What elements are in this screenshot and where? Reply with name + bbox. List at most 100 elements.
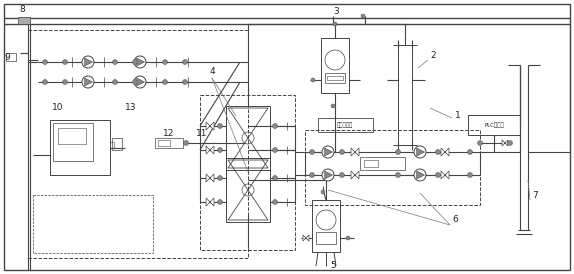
- Text: 7: 7: [532, 190, 538, 199]
- Bar: [110, 142, 114, 148]
- Polygon shape: [351, 148, 359, 156]
- Circle shape: [218, 176, 223, 181]
- Circle shape: [322, 146, 334, 158]
- Circle shape: [331, 104, 335, 108]
- Circle shape: [218, 199, 223, 204]
- Circle shape: [395, 150, 401, 155]
- Bar: [360, 157, 405, 170]
- Circle shape: [183, 79, 188, 84]
- Text: 13: 13: [125, 104, 137, 113]
- Circle shape: [507, 141, 513, 145]
- Bar: [316, 232, 336, 244]
- Circle shape: [184, 141, 188, 145]
- Circle shape: [133, 79, 138, 84]
- Polygon shape: [137, 58, 145, 66]
- Bar: [364, 160, 378, 167]
- Circle shape: [42, 59, 48, 64]
- Text: 3: 3: [333, 7, 339, 16]
- Polygon shape: [206, 174, 214, 182]
- Circle shape: [82, 76, 94, 88]
- Bar: [321, 38, 349, 93]
- Circle shape: [273, 124, 277, 129]
- Circle shape: [309, 173, 315, 178]
- Polygon shape: [351, 171, 359, 179]
- Text: 5: 5: [330, 261, 336, 270]
- Circle shape: [273, 147, 277, 153]
- Circle shape: [395, 173, 401, 178]
- Circle shape: [63, 79, 68, 84]
- Circle shape: [414, 146, 426, 158]
- Circle shape: [339, 150, 344, 155]
- Polygon shape: [417, 171, 425, 179]
- Circle shape: [339, 173, 344, 178]
- Circle shape: [311, 78, 315, 82]
- Polygon shape: [441, 171, 449, 179]
- Circle shape: [162, 79, 168, 84]
- Bar: [325, 73, 345, 83]
- Bar: [200, 95, 295, 250]
- Polygon shape: [441, 148, 449, 156]
- Text: 流量控制器: 流量控制器: [337, 122, 353, 128]
- Circle shape: [346, 236, 350, 240]
- Circle shape: [333, 22, 337, 26]
- Circle shape: [134, 76, 146, 88]
- Bar: [318, 118, 373, 132]
- Polygon shape: [417, 148, 425, 156]
- Circle shape: [273, 176, 277, 181]
- Circle shape: [414, 169, 426, 181]
- Circle shape: [42, 79, 48, 84]
- Bar: [28, 30, 248, 258]
- Text: 9: 9: [4, 53, 10, 61]
- Circle shape: [218, 124, 223, 129]
- Bar: [53, 123, 93, 161]
- Circle shape: [309, 150, 315, 155]
- Circle shape: [63, 59, 68, 64]
- Bar: [50, 120, 110, 175]
- Bar: [158, 140, 170, 146]
- Circle shape: [321, 190, 325, 194]
- Circle shape: [113, 59, 118, 64]
- Text: 12: 12: [163, 129, 174, 138]
- Bar: [226, 158, 270, 222]
- Bar: [18, 17, 30, 24]
- Polygon shape: [206, 122, 214, 130]
- Bar: [6, 53, 16, 61]
- Polygon shape: [85, 78, 92, 86]
- Bar: [312, 200, 340, 252]
- Circle shape: [113, 79, 118, 84]
- Text: 11: 11: [196, 129, 207, 138]
- Circle shape: [134, 56, 146, 68]
- Bar: [155, 138, 183, 148]
- Bar: [398, 45, 412, 145]
- Polygon shape: [85, 58, 92, 66]
- Polygon shape: [206, 198, 214, 206]
- Text: 2: 2: [430, 50, 436, 59]
- Text: PLC控制柜: PLC控制柜: [484, 122, 504, 128]
- Circle shape: [133, 59, 138, 64]
- Text: 8: 8: [19, 5, 25, 15]
- Circle shape: [436, 173, 440, 178]
- Polygon shape: [325, 148, 332, 156]
- Polygon shape: [137, 78, 145, 86]
- Bar: [468, 115, 520, 135]
- Text: 10: 10: [52, 104, 64, 113]
- Circle shape: [183, 59, 188, 64]
- Bar: [226, 106, 270, 170]
- Bar: [305, 130, 480, 205]
- Bar: [33, 195, 153, 253]
- Circle shape: [478, 141, 483, 145]
- Polygon shape: [206, 146, 214, 154]
- Circle shape: [162, 59, 168, 64]
- Circle shape: [322, 169, 334, 181]
- Circle shape: [361, 14, 365, 18]
- Polygon shape: [502, 140, 508, 146]
- Circle shape: [436, 150, 440, 155]
- Bar: [112, 138, 122, 150]
- Circle shape: [467, 150, 472, 155]
- Circle shape: [82, 56, 94, 68]
- Polygon shape: [325, 171, 332, 179]
- Text: 1: 1: [455, 110, 461, 119]
- Text: 6: 6: [452, 215, 457, 224]
- Bar: [327, 76, 343, 80]
- Polygon shape: [303, 235, 309, 241]
